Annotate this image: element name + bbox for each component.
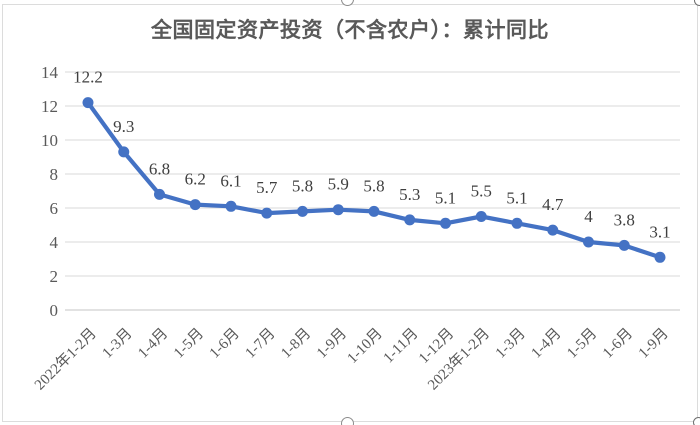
x-axis-label: 1-8月 [278, 326, 314, 362]
data-point-marker[interactable] [547, 224, 559, 236]
y-axis-label: 10 [41, 131, 58, 150]
data-point-marker[interactable] [368, 205, 380, 217]
x-axis-label: 1-5月 [171, 326, 207, 362]
data-point-label: 4 [584, 207, 593, 226]
y-axis-label: 2 [50, 267, 59, 286]
data-point-label: 5.3 [399, 185, 420, 204]
data-point-label: 6.2 [185, 170, 206, 189]
data-point-label: 12.2 [73, 68, 103, 87]
data-point-label: 5.8 [292, 176, 313, 195]
data-point-marker[interactable] [154, 188, 165, 200]
data-point-label: 5.9 [328, 175, 349, 194]
data-point-marker[interactable] [654, 251, 666, 263]
data-point-marker[interactable] [82, 97, 94, 109]
data-point-label: 5.8 [363, 176, 384, 195]
selection-handle-bottom-right[interactable] [693, 417, 700, 425]
x-axis-label: 1-10月 [344, 326, 385, 367]
data-point-marker[interactable] [511, 217, 523, 229]
x-axis-label: 1-7月 [243, 326, 279, 362]
data-point-marker[interactable] [118, 146, 130, 158]
x-axis-label: 1-4月 [135, 326, 171, 362]
data-point-marker[interactable] [297, 205, 308, 217]
y-axis-label: 4 [50, 233, 59, 252]
x-axis-label: 1-3月 [493, 326, 529, 362]
data-point-marker[interactable] [189, 199, 201, 211]
x-axis-label: 2022年1-2月 [31, 325, 100, 394]
selection-handle-bottom[interactable] [341, 417, 354, 425]
data-point-marker[interactable] [440, 217, 451, 229]
data-point-label: 6.8 [149, 159, 170, 178]
x-axis-label: 1-3月 [100, 326, 136, 362]
y-axis-label: 12 [41, 97, 58, 116]
x-axis-label: 1-5月 [564, 326, 600, 362]
y-axis-label: 0 [50, 301, 59, 320]
x-axis-label: 1-9月 [636, 326, 672, 362]
y-axis-label: 6 [50, 199, 59, 218]
data-point-label: 5.1 [435, 188, 456, 207]
x-axis-label: 1-11月 [381, 326, 422, 367]
x-axis-label: 1-6月 [207, 326, 243, 362]
data-point-marker[interactable] [261, 207, 273, 219]
data-point-marker[interactable] [475, 211, 487, 222]
data-point-label: 6.1 [220, 171, 241, 190]
data-point-label: 3.1 [649, 222, 670, 241]
data-point-label: 4.7 [542, 195, 564, 214]
data-point-marker[interactable] [618, 239, 630, 251]
x-axis-label: 1-4月 [529, 326, 565, 362]
data-point-marker[interactable] [225, 200, 237, 212]
x-axis-label: 1-6月 [600, 326, 636, 362]
data-point-marker[interactable] [404, 214, 416, 226]
data-point-label: 5.1 [506, 188, 527, 207]
data-point-marker[interactable] [583, 236, 594, 248]
data-point-marker[interactable] [332, 204, 344, 216]
data-point-label: 5.7 [256, 178, 278, 197]
chart-title: 全国固定资产投资（不含农户）：累计同比 [151, 19, 549, 42]
data-point-label: 5.5 [471, 182, 492, 201]
data-point-label: 3.8 [614, 210, 635, 229]
y-axis-label: 14 [41, 63, 59, 82]
y-axis-label: 8 [50, 165, 59, 184]
data-point-label: 9.3 [113, 117, 134, 136]
